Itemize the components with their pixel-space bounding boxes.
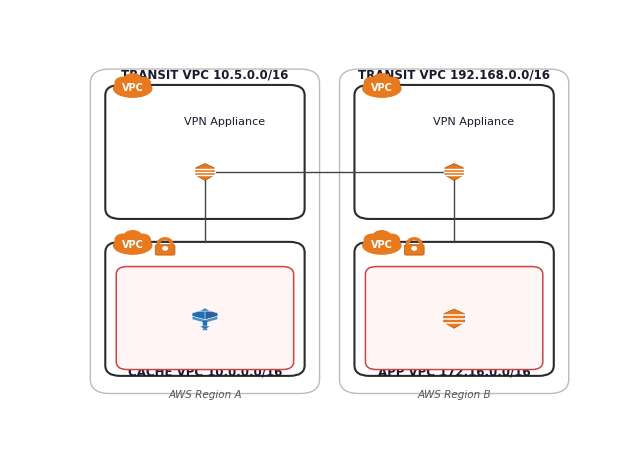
Circle shape xyxy=(135,77,150,88)
Circle shape xyxy=(163,247,167,250)
Polygon shape xyxy=(444,309,464,328)
FancyBboxPatch shape xyxy=(365,267,543,370)
Circle shape xyxy=(365,234,379,245)
FancyBboxPatch shape xyxy=(404,245,424,255)
Text: VPC: VPC xyxy=(371,83,393,93)
FancyBboxPatch shape xyxy=(116,267,294,370)
Text: AWS Region B: AWS Region B xyxy=(417,390,491,400)
Circle shape xyxy=(373,74,391,87)
Polygon shape xyxy=(199,308,210,311)
FancyBboxPatch shape xyxy=(105,85,305,219)
Text: VPC: VPC xyxy=(122,240,143,250)
Text: TRANSIT VPC 192.168.0.0/16: TRANSIT VPC 192.168.0.0/16 xyxy=(358,68,550,82)
Circle shape xyxy=(384,234,399,245)
Text: VPN Appliance: VPN Appliance xyxy=(185,117,266,127)
Polygon shape xyxy=(205,310,218,320)
Text: VPN Appliance: VPN Appliance xyxy=(433,117,514,127)
Text: VPC: VPC xyxy=(122,83,143,93)
FancyBboxPatch shape xyxy=(155,245,175,255)
Circle shape xyxy=(135,234,150,245)
Polygon shape xyxy=(196,164,214,180)
Polygon shape xyxy=(192,310,205,320)
Text: TRANSIT VPC 10.5.0.0/16: TRANSIT VPC 10.5.0.0/16 xyxy=(122,68,289,82)
Ellipse shape xyxy=(363,237,401,254)
FancyBboxPatch shape xyxy=(354,85,554,219)
Circle shape xyxy=(123,74,142,87)
Polygon shape xyxy=(192,310,218,316)
Text: AWS Region A: AWS Region A xyxy=(168,390,242,400)
Polygon shape xyxy=(192,316,218,323)
Text: VPC: VPC xyxy=(371,240,393,250)
Ellipse shape xyxy=(363,80,401,97)
Circle shape xyxy=(373,231,391,244)
Circle shape xyxy=(115,234,131,245)
Text: sg-elasticache: sg-elasticache xyxy=(167,355,242,365)
Polygon shape xyxy=(199,326,210,329)
Text: sg-app: sg-app xyxy=(437,355,472,365)
Text: CACHE VPC 10.0.0.0/16: CACHE VPC 10.0.0.0/16 xyxy=(128,365,282,379)
Circle shape xyxy=(412,247,417,250)
FancyBboxPatch shape xyxy=(105,242,305,376)
Circle shape xyxy=(115,77,131,88)
FancyBboxPatch shape xyxy=(354,242,554,376)
Text: APP VPC 172.16.0.0/16: APP VPC 172.16.0.0/16 xyxy=(378,365,530,379)
Circle shape xyxy=(365,77,379,88)
Circle shape xyxy=(384,77,399,88)
Circle shape xyxy=(123,231,142,244)
Polygon shape xyxy=(445,164,463,180)
Ellipse shape xyxy=(114,80,152,97)
Ellipse shape xyxy=(114,237,152,254)
